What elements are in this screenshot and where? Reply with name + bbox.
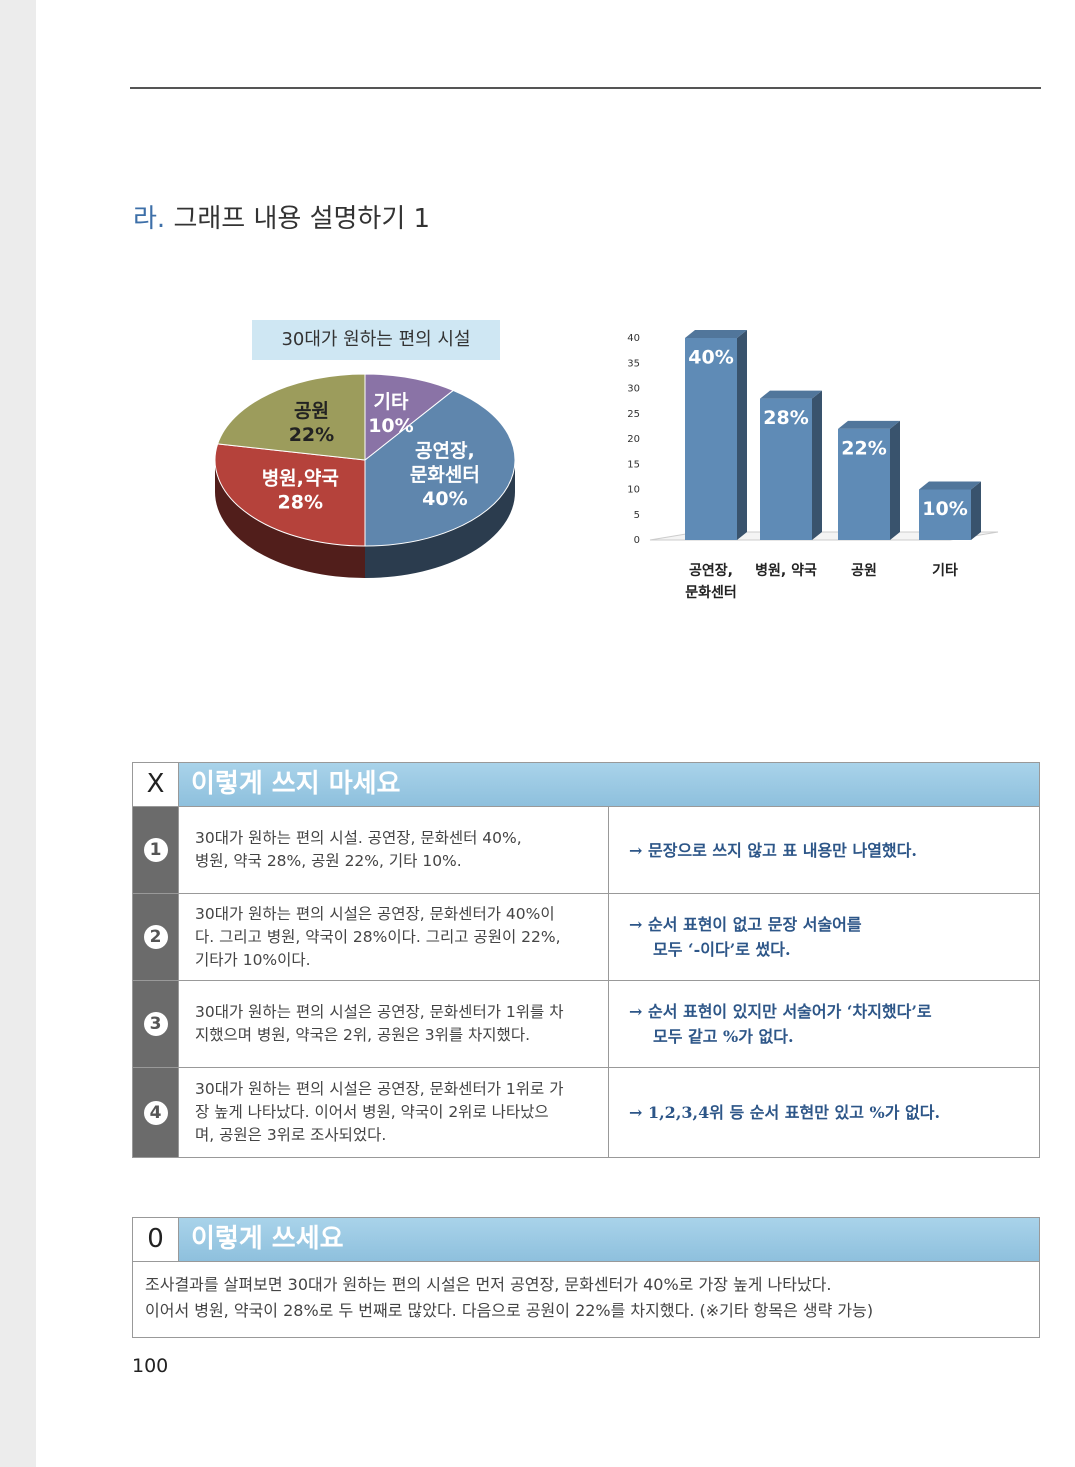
bad-marker: X <box>133 763 179 806</box>
page-number: 100 <box>132 1355 169 1377</box>
x-tick-label: 병원, 약국 <box>755 562 817 579</box>
row-number: 3 <box>143 1012 168 1036</box>
pie-label: 공원 22% <box>289 399 334 445</box>
pie-title: 30대가 원하는 편의 시설 <box>252 320 500 360</box>
pie-value-label: 28% <box>278 491 323 513</box>
row-comment-cell: → 1,2,3,4위 등 순서 표현만 있고 %가 없다. <box>609 1068 1039 1157</box>
bar-side <box>812 390 822 540</box>
table-row: 4 30대가 원하는 편의 시설은 공연장, 문화센터가 1위로 가 장 높게 나… <box>133 1068 1039 1157</box>
x-tick-label-line: 기타 <box>932 563 958 579</box>
bar-value-label: 28% <box>763 407 808 429</box>
row-comment-cell: → 문장으로 쓰지 않고 표 내용만 나열했다. <box>609 807 1039 893</box>
section-title: 라. 그래프 내용 설명하기 1 <box>133 198 430 235</box>
x-tick-label-line: 병원, 약국 <box>755 562 817 579</box>
bar-value-label: 40% <box>688 347 733 369</box>
bar-side <box>890 420 900 540</box>
bar-value-label: 22% <box>841 437 886 459</box>
row-comment: → 1,2,3,4위 등 순서 표현만 있고 %가 없다. <box>629 1103 941 1122</box>
y-tick-label: 5 <box>634 510 640 521</box>
section-prefix: 라. <box>133 204 166 234</box>
row-comment: → 순서 표현이 없고 문장 서술어를 모두 ‘-이다’로 썼다. <box>629 915 862 959</box>
bar <box>919 489 971 540</box>
row-comment-cell: → 순서 표현이 있지만 서술어가 ‘차지했다’로 모두 같고 %가 없다. <box>609 981 1039 1067</box>
table-row: 1 30대가 원하는 편의 시설. 공연장, 문화센터 40%, 병원, 약국 2… <box>133 807 1039 894</box>
row-number-cell: 3 <box>133 981 179 1067</box>
good-marker: 0 <box>133 1218 179 1261</box>
x-tick-label: 공원 <box>851 563 877 579</box>
page-margin <box>0 0 36 1467</box>
pie-label: 병원,약국 28% <box>262 467 339 513</box>
y-tick-label: 40 <box>627 333 640 344</box>
row-text: 30대가 원하는 편의 시설. 공연장, 문화센터 40%, 병원, 약국 28… <box>179 807 609 893</box>
row-comment: → 문장으로 쓰지 않고 표 내용만 나열했다. <box>629 840 917 860</box>
y-tick-label: 30 <box>627 384 640 395</box>
bar-top <box>919 481 981 490</box>
pie-slice <box>364 373 455 462</box>
pie-value-label: 40% <box>422 487 467 509</box>
y-tick-label: 10 <box>627 485 640 496</box>
bar-value-label: 10% <box>922 498 967 520</box>
pie-slice <box>214 443 366 547</box>
row-text: 30대가 원하는 편의 시설은 공연장, 문화센터가 1위를 차 지했으며 병원… <box>179 981 609 1067</box>
bad-table: X 이렇게 쓰지 마세요 1 30대가 원하는 편의 시설. 공연장, 문화센터 4… <box>132 762 1040 1158</box>
pie-label-line: 공원 <box>294 399 329 421</box>
pie-side <box>365 460 515 578</box>
x-tick-label: 공연장, 문화센터 <box>685 562 737 601</box>
pie-label-line: 기타 <box>373 391 408 413</box>
bad-header: X 이렇게 쓰지 마세요 <box>133 763 1039 807</box>
bar-top <box>685 330 747 338</box>
pie-slice <box>364 389 516 547</box>
pie-label: 기타 10% <box>368 391 413 437</box>
pie-label-line: 병원,약국 <box>262 467 339 489</box>
bar <box>685 338 737 540</box>
y-tick-label: 0 <box>634 535 640 546</box>
bar-chart: 0 5 10 15 20 25 30 35 40 40% 공연장, 문화센터 28% 병원, 약국 22% 공… <box>627 330 999 601</box>
pie-label-line: 공연장, <box>415 439 475 461</box>
row-text: 30대가 원하는 편의 시설은 공연장, 문화센터가 40%이 다. 그리고 병… <box>179 894 609 980</box>
bar <box>760 398 812 540</box>
x-tick-label-line: 공연장, <box>689 562 733 579</box>
y-tick-label: 35 <box>627 358 640 369</box>
good-title: 이렇게 쓰세요 <box>179 1218 1039 1261</box>
section-text: 그래프 내용 설명하기 1 <box>173 204 431 234</box>
x-tick-label-line: 문화센터 <box>685 585 737 601</box>
y-tick-label: 25 <box>627 409 640 420</box>
bar-top <box>838 420 900 429</box>
bar <box>838 428 890 540</box>
good-header: 0 이렇게 쓰세요 <box>133 1218 1039 1262</box>
row-number: 4 <box>143 1100 168 1125</box>
good-table: 0 이렇게 쓰세요 조사결과를 살펴보면 30대가 원하는 편의 시설은 먼저 공… <box>132 1217 1040 1338</box>
good-text: 조사결과를 살펴보면 30대가 원하는 편의 시설은 먼저 공연장, 문화센터가… <box>145 1275 874 1320</box>
pie-slice <box>216 373 366 461</box>
bar-top <box>760 390 822 399</box>
x-tick-label: 기타 <box>932 563 958 579</box>
pie-label-line: 문화센터 <box>410 463 480 485</box>
row-comment-cell: → 순서 표현이 없고 문장 서술어를 모두 ‘-이다’로 썼다. <box>609 894 1039 980</box>
pie-chart: 공연장, 문화센터 40% 병원,약국 28% 공원 22% 기타 10% <box>214 373 516 578</box>
bad-title: 이렇게 쓰지 마세요 <box>179 763 1039 806</box>
row-comment: → 순서 표현이 있지만 서술어가 ‘차지했다’로 모두 같고 %가 없다. <box>629 1002 932 1046</box>
y-tick-label: 15 <box>627 459 640 470</box>
pie-label: 공연장, 문화센터 40% <box>410 439 480 509</box>
bar-side <box>971 481 981 540</box>
header-rule <box>130 87 1041 89</box>
row-number-cell: 2 <box>133 894 179 980</box>
y-tick-label: 20 <box>627 434 640 445</box>
row-number-cell: 4 <box>133 1068 179 1157</box>
row-number-cell: 1 <box>133 807 179 893</box>
x-tick-label-line: 공원 <box>851 563 877 579</box>
pie-side <box>215 460 365 578</box>
pie-value-label: 22% <box>289 423 334 445</box>
row-text: 30대가 원하는 편의 시설은 공연장, 문화센터가 1위로 가 장 높게 나타… <box>179 1068 609 1157</box>
table-row: 2 30대가 원하는 편의 시설은 공연장, 문화센터가 40%이 다. 그리고 … <box>133 894 1039 981</box>
table-row: 3 30대가 원하는 편의 시설은 공연장, 문화센터가 1위를 차 지했으며 병… <box>133 981 1039 1068</box>
row-number: 1 <box>143 838 168 862</box>
bar-side <box>737 330 747 540</box>
pie-value-label: 10% <box>368 415 413 437</box>
row-number: 2 <box>143 925 168 949</box>
